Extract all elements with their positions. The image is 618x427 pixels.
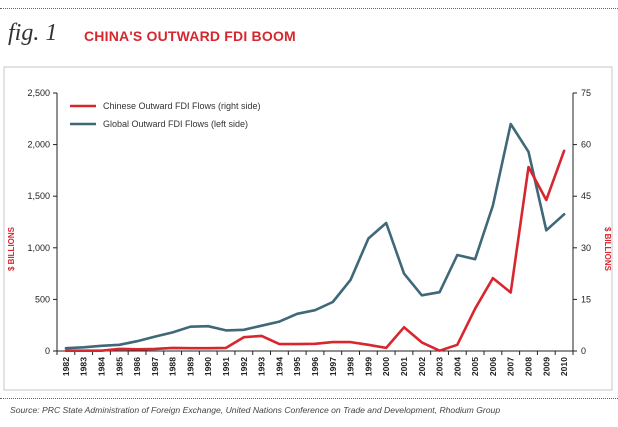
x-tick-label: 1988 [168, 357, 178, 376]
x-tick-label: 2001 [399, 357, 409, 376]
x-tick-label: 1994 [274, 357, 284, 376]
x-tick-label: 1983 [79, 357, 89, 376]
x-tick-label: 1987 [150, 357, 160, 376]
x-tick-label: 2006 [488, 357, 498, 376]
x-tick-label: 1998 [346, 357, 356, 376]
chart-frame [3, 66, 613, 391]
x-tick-label: 1982 [61, 357, 71, 376]
legend-label-global: Global Outward FDI Flows (left side) [103, 119, 248, 129]
x-tick-label: 1991 [221, 357, 231, 376]
x-tick-label: 1984 [96, 357, 106, 376]
x-tick-label: 2009 [541, 357, 551, 376]
x-tick-label: 2010 [559, 357, 569, 376]
source-note: Source: PRC State Administration of Fore… [10, 405, 501, 415]
right-tick-label: 0 [581, 346, 586, 356]
bottom-dotted-rule [0, 398, 618, 399]
x-tick-label: 1997 [328, 357, 338, 376]
x-tick-label: 1999 [363, 357, 373, 376]
figure-label: fig. 1 [8, 20, 58, 46]
x-tick-label: 2002 [417, 357, 427, 376]
x-tick-label: 1989 [185, 357, 195, 376]
x-tick-label: 2004 [452, 357, 462, 376]
right-tick-label: 45 [581, 191, 591, 201]
x-tick-label: 2007 [506, 357, 516, 376]
right-tick-label: 75 [581, 88, 591, 98]
left-tick-label: 2,000 [27, 140, 50, 150]
left-tick-label: 2,500 [27, 88, 50, 98]
x-tick-label: 2003 [435, 357, 445, 376]
legend-label-chinese: Chinese Outward FDI Flows (right side) [103, 101, 261, 111]
left-axis-title: $ BILLIONS [7, 226, 16, 271]
x-tick-label: 2005 [470, 357, 480, 376]
left-tick-label: 0 [45, 346, 50, 356]
right-tick-label: 15 [581, 294, 591, 304]
top-dotted-rule [0, 8, 618, 9]
series-line-chinese [64, 149, 566, 353]
x-tick-label: 1990 [203, 357, 213, 376]
series-line-global [64, 122, 566, 350]
right-tick-label: 60 [581, 140, 591, 150]
x-tick-label: 1995 [292, 357, 302, 376]
x-tick-label: 1985 [114, 357, 124, 376]
left-tick-label: 500 [35, 294, 50, 304]
chart-area: 0 500 1,000 1,500 2,000 2,500 0 15 30 45 60 75 198… [0, 66, 618, 393]
figure-title: CHINA'S OUTWARD FDI BOOM [84, 28, 296, 44]
x-tick-label: 1996 [310, 357, 320, 376]
x-tick-label: 1986 [132, 357, 142, 376]
right-axis-title: $ BILLIONS [603, 227, 612, 272]
x-tick-label: 2008 [524, 357, 534, 376]
x-tick-label: 1993 [257, 357, 267, 376]
left-tick-label: 1,500 [27, 191, 50, 201]
chart-svg: 0 500 1,000 1,500 2,000 2,500 0 15 30 45 60 75 198… [3, 66, 613, 391]
x-tick-label: 1992 [239, 357, 249, 376]
left-tick-label: 1,000 [27, 243, 50, 253]
right-tick-label: 30 [581, 243, 591, 253]
x-tick-label: 2000 [381, 357, 391, 376]
